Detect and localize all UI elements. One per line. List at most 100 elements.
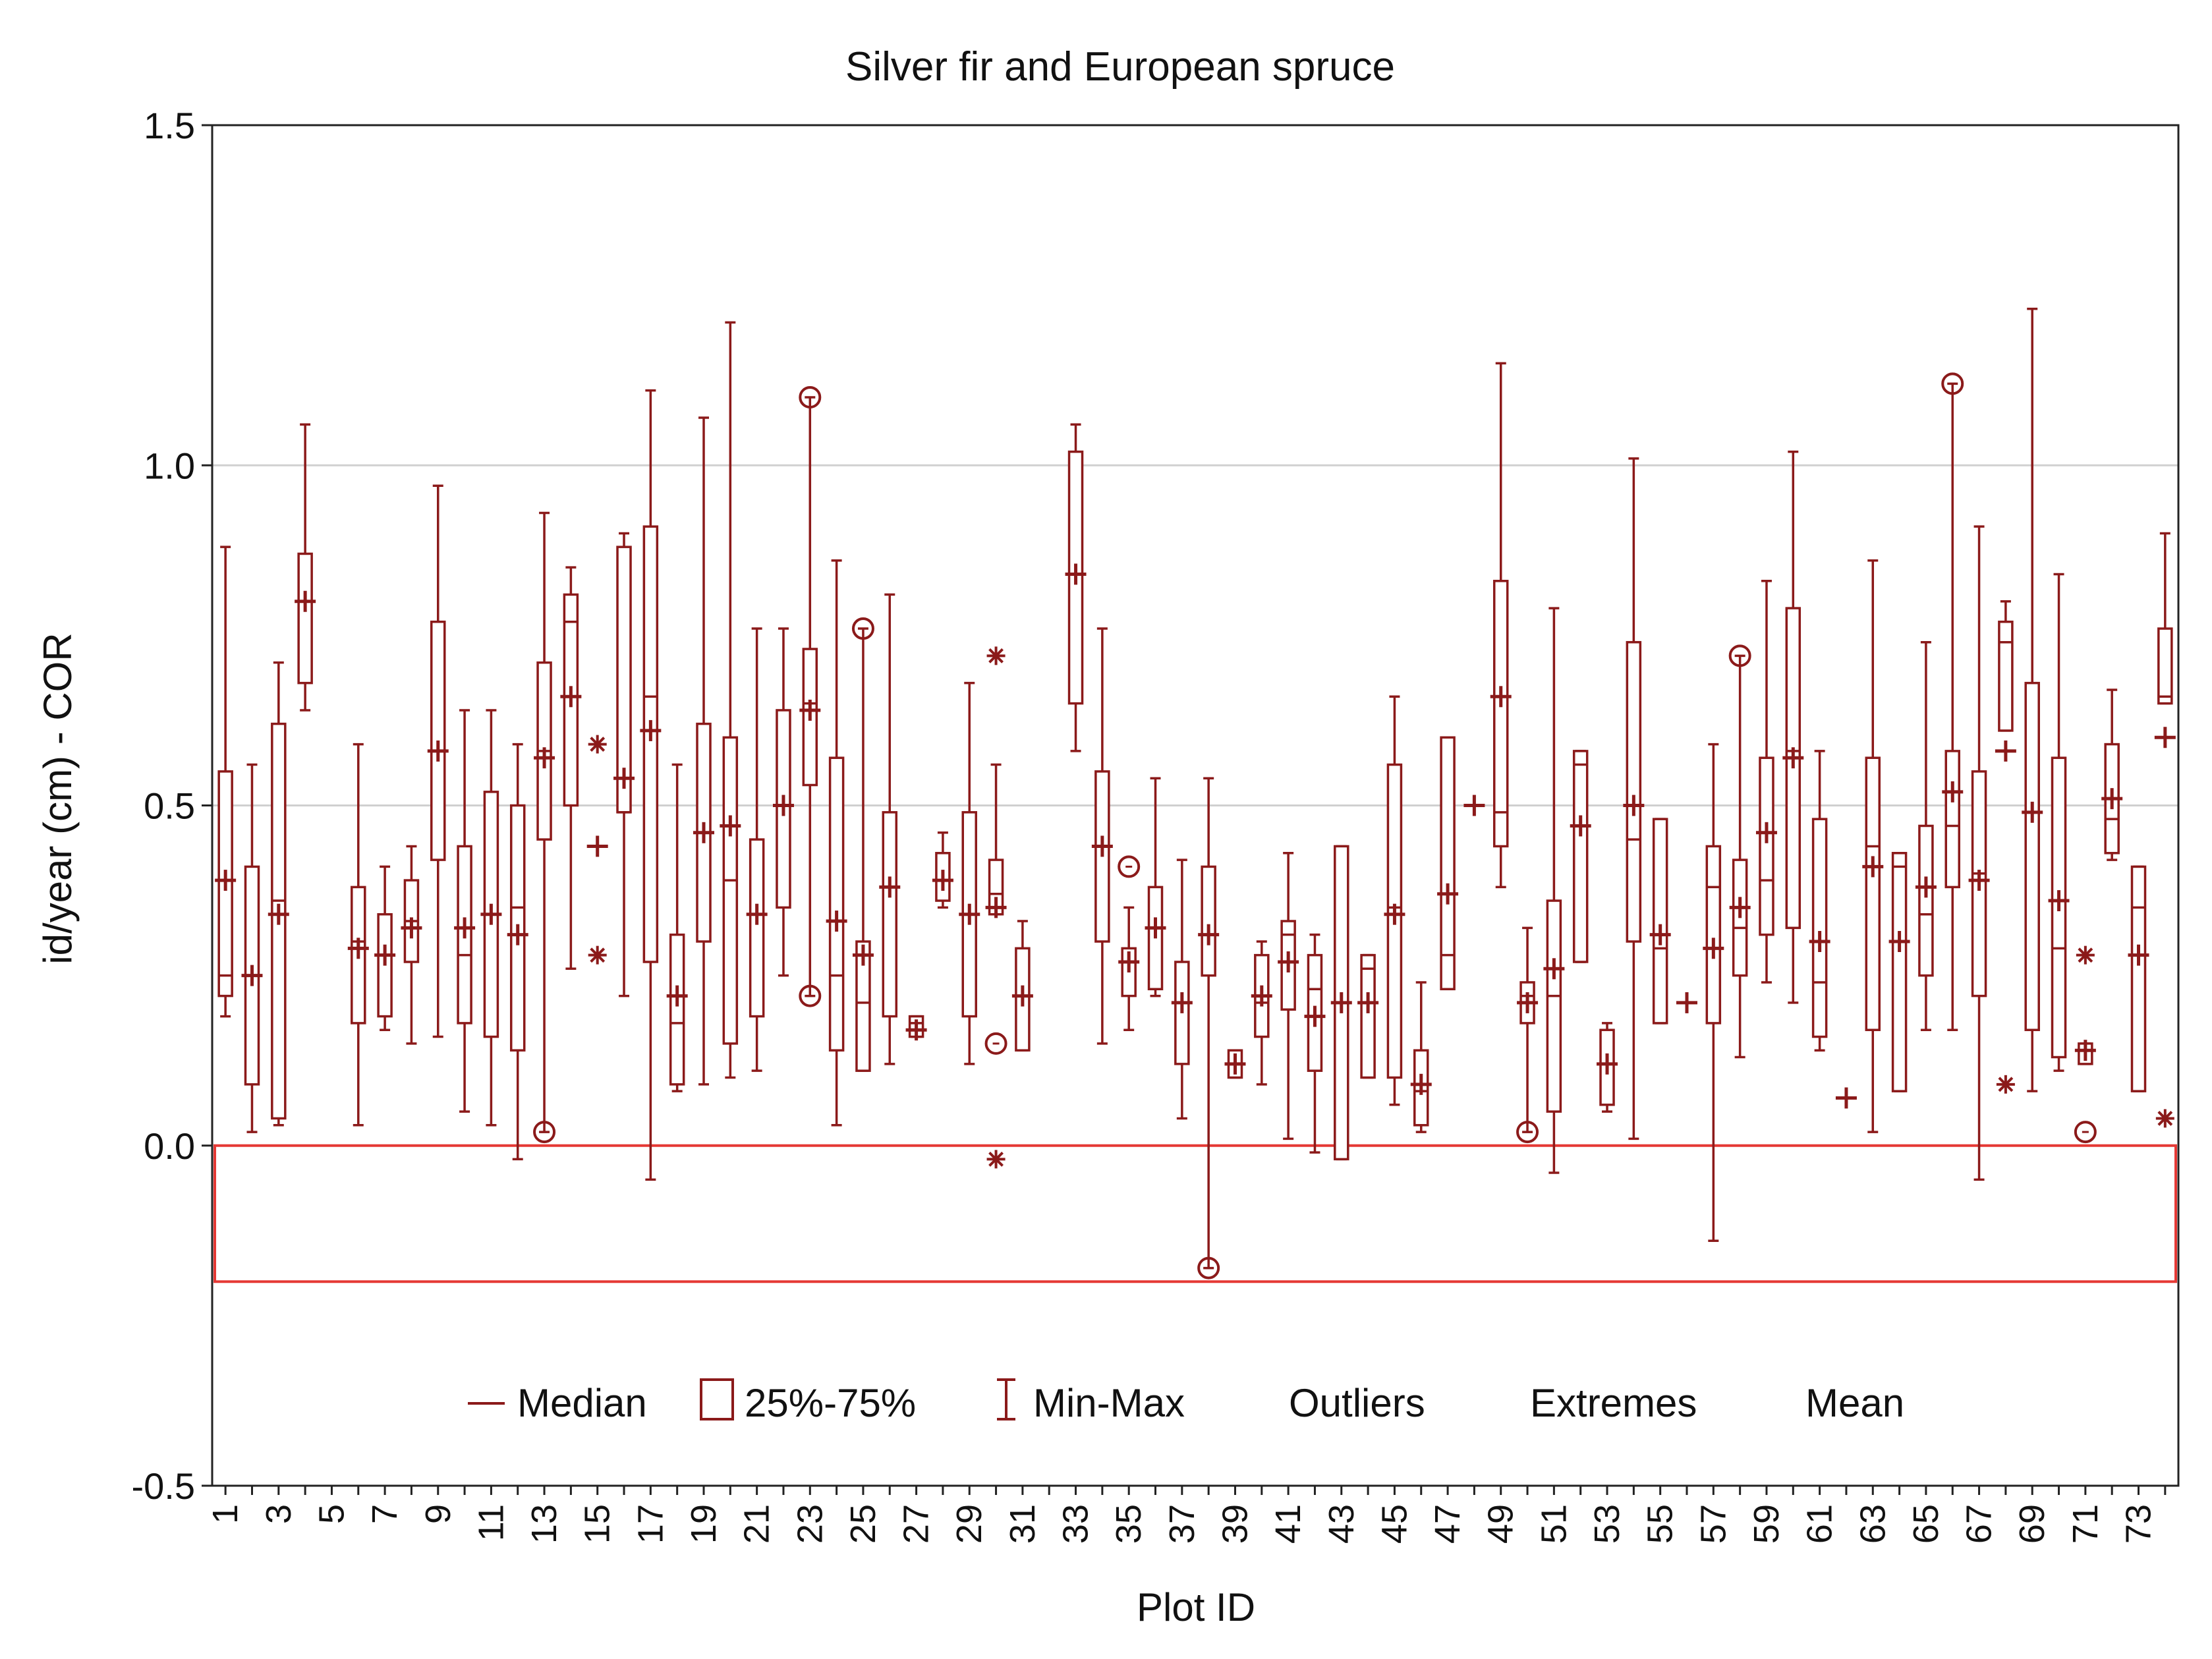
x-tick-label: 55 [1641, 1504, 1680, 1544]
box-plot-45 [1384, 695, 1405, 1106]
iqr-box [1944, 750, 1960, 889]
x-tick-label: 45 [1375, 1504, 1414, 1544]
iqr-box [669, 933, 685, 1086]
box-plot-21 [746, 627, 768, 1072]
highlight-band [213, 1144, 2177, 1283]
box-plot-10 [454, 709, 476, 1113]
box-plot-20 [720, 321, 741, 1079]
iqr-box [1918, 824, 1934, 977]
box-plot-34 [1091, 627, 1113, 1045]
box-plot-54 [1623, 457, 1645, 1140]
iqr-box [1626, 640, 1642, 943]
x-tick-label: 69 [2012, 1504, 2052, 1544]
outlier-point [799, 386, 822, 408]
legend-entry: Extremes [1530, 1381, 1697, 1425]
box-plot-41 [1278, 852, 1299, 1140]
box-plot-36 [1145, 777, 1166, 998]
x-tick-label: 1 [206, 1504, 245, 1524]
x-tick-label: 27 [897, 1504, 936, 1544]
box-plot-38 [1197, 777, 1220, 1279]
box-plot-19 [693, 416, 714, 1086]
legend-box-swatch [700, 1378, 734, 1420]
box-plot-71 [2074, 945, 2097, 1144]
iqr-box [297, 552, 313, 685]
outlier-point [1941, 372, 1964, 395]
box-plot-51 [1543, 607, 1565, 1174]
box-plot-52 [1570, 750, 1591, 963]
box-plot-23 [799, 386, 822, 1007]
box-plot-66 [1941, 372, 1964, 1031]
y-tick-label: -0.5 [132, 1465, 196, 1507]
box-plot-18 [666, 763, 688, 1092]
box-plot-67 [1968, 525, 1990, 1181]
legend-entry: 25%-75% [745, 1381, 916, 1425]
box-plot-4 [295, 423, 316, 712]
x-tick-label: 67 [1960, 1504, 1999, 1544]
iqr-box [1360, 953, 1376, 1079]
box-plot-56 [1676, 992, 1697, 1013]
outlier-point [1516, 1121, 1539, 1144]
y-tick-label: 0.0 [144, 1125, 195, 1167]
iqr-box [2024, 681, 2040, 1031]
extreme-point [590, 737, 606, 752]
x-tick-label: 41 [1268, 1504, 1308, 1544]
iqr-box [2157, 627, 2173, 705]
box-plot-9 [427, 484, 449, 1038]
outlier-point [1118, 855, 1141, 878]
box-plot-26 [879, 593, 901, 1065]
x-tick-label: 19 [684, 1504, 723, 1544]
x-tick-label: 11 [471, 1504, 511, 1541]
box-plot-15 [586, 735, 608, 965]
iqr-box [642, 525, 659, 963]
iqr-box [1811, 818, 1828, 1038]
box-plot-27 [905, 1015, 927, 1041]
box-plot-42 [1304, 933, 1326, 1154]
x-tick-label: 15 [578, 1504, 617, 1544]
box-plot-44 [1357, 953, 1379, 1079]
box-plot-25 [851, 617, 874, 1072]
iqr-box [1572, 750, 1589, 963]
x-tick-label: 33 [1056, 1504, 1096, 1544]
iqr-box [1705, 845, 1722, 1025]
outlier-point [984, 1032, 1007, 1055]
box-plot-60 [1782, 450, 1804, 1004]
legend-entry: Median [517, 1381, 647, 1425]
legend-entry: Min-Max [1033, 1381, 1185, 1425]
extreme-point [2157, 1111, 2173, 1126]
x-tick-label: 37 [1162, 1504, 1202, 1544]
iqr-box [882, 811, 898, 1018]
outlier-point [1728, 644, 1751, 667]
box-plot-33 [1065, 423, 1087, 752]
extreme-point [590, 947, 606, 963]
box-plot-31 [1011, 920, 1033, 1052]
box-plot-39 [1224, 1049, 1246, 1079]
iqr-box [749, 838, 765, 1018]
x-tick-label: 13 [525, 1504, 564, 1544]
box-plot-55 [1649, 818, 1671, 1025]
box-plot-14 [560, 566, 582, 970]
extreme-point [988, 1151, 1004, 1167]
box-plot-17 [640, 389, 662, 1181]
chart-title: Silver fir and European spruce [845, 44, 1395, 90]
box-plot-3 [268, 661, 289, 1127]
legend-entry: Mean [1805, 1381, 1904, 1425]
box-plot-70 [2048, 573, 2070, 1072]
axis-layer: -0.50.00.51.01.51 3 5 7 9 11 13 15 17 19 21 23 25 27 2… [132, 105, 2180, 1544]
box-plot-62 [1835, 1087, 1857, 1109]
box-plot-40 [1251, 940, 1272, 1086]
x-tick-label: 35 [1109, 1504, 1149, 1544]
iqr-box [1652, 818, 1668, 1025]
x-tick-label: 17 [631, 1504, 670, 1544]
box-plot-29 [959, 681, 980, 1065]
box-plot-43 [1330, 845, 1352, 1161]
iqr-box [722, 736, 739, 1045]
box-plot-65 [1915, 640, 1937, 1031]
x-tick-label: 49 [1481, 1504, 1521, 1544]
legend: Median 25%-75% Min-Max Outliers Extremes Mean [468, 1378, 1904, 1425]
box-plot-11 [480, 709, 502, 1127]
box-plot-30 [984, 646, 1007, 1169]
x-tick-label: 21 [737, 1504, 777, 1544]
box-plot-74 [2154, 532, 2176, 1128]
